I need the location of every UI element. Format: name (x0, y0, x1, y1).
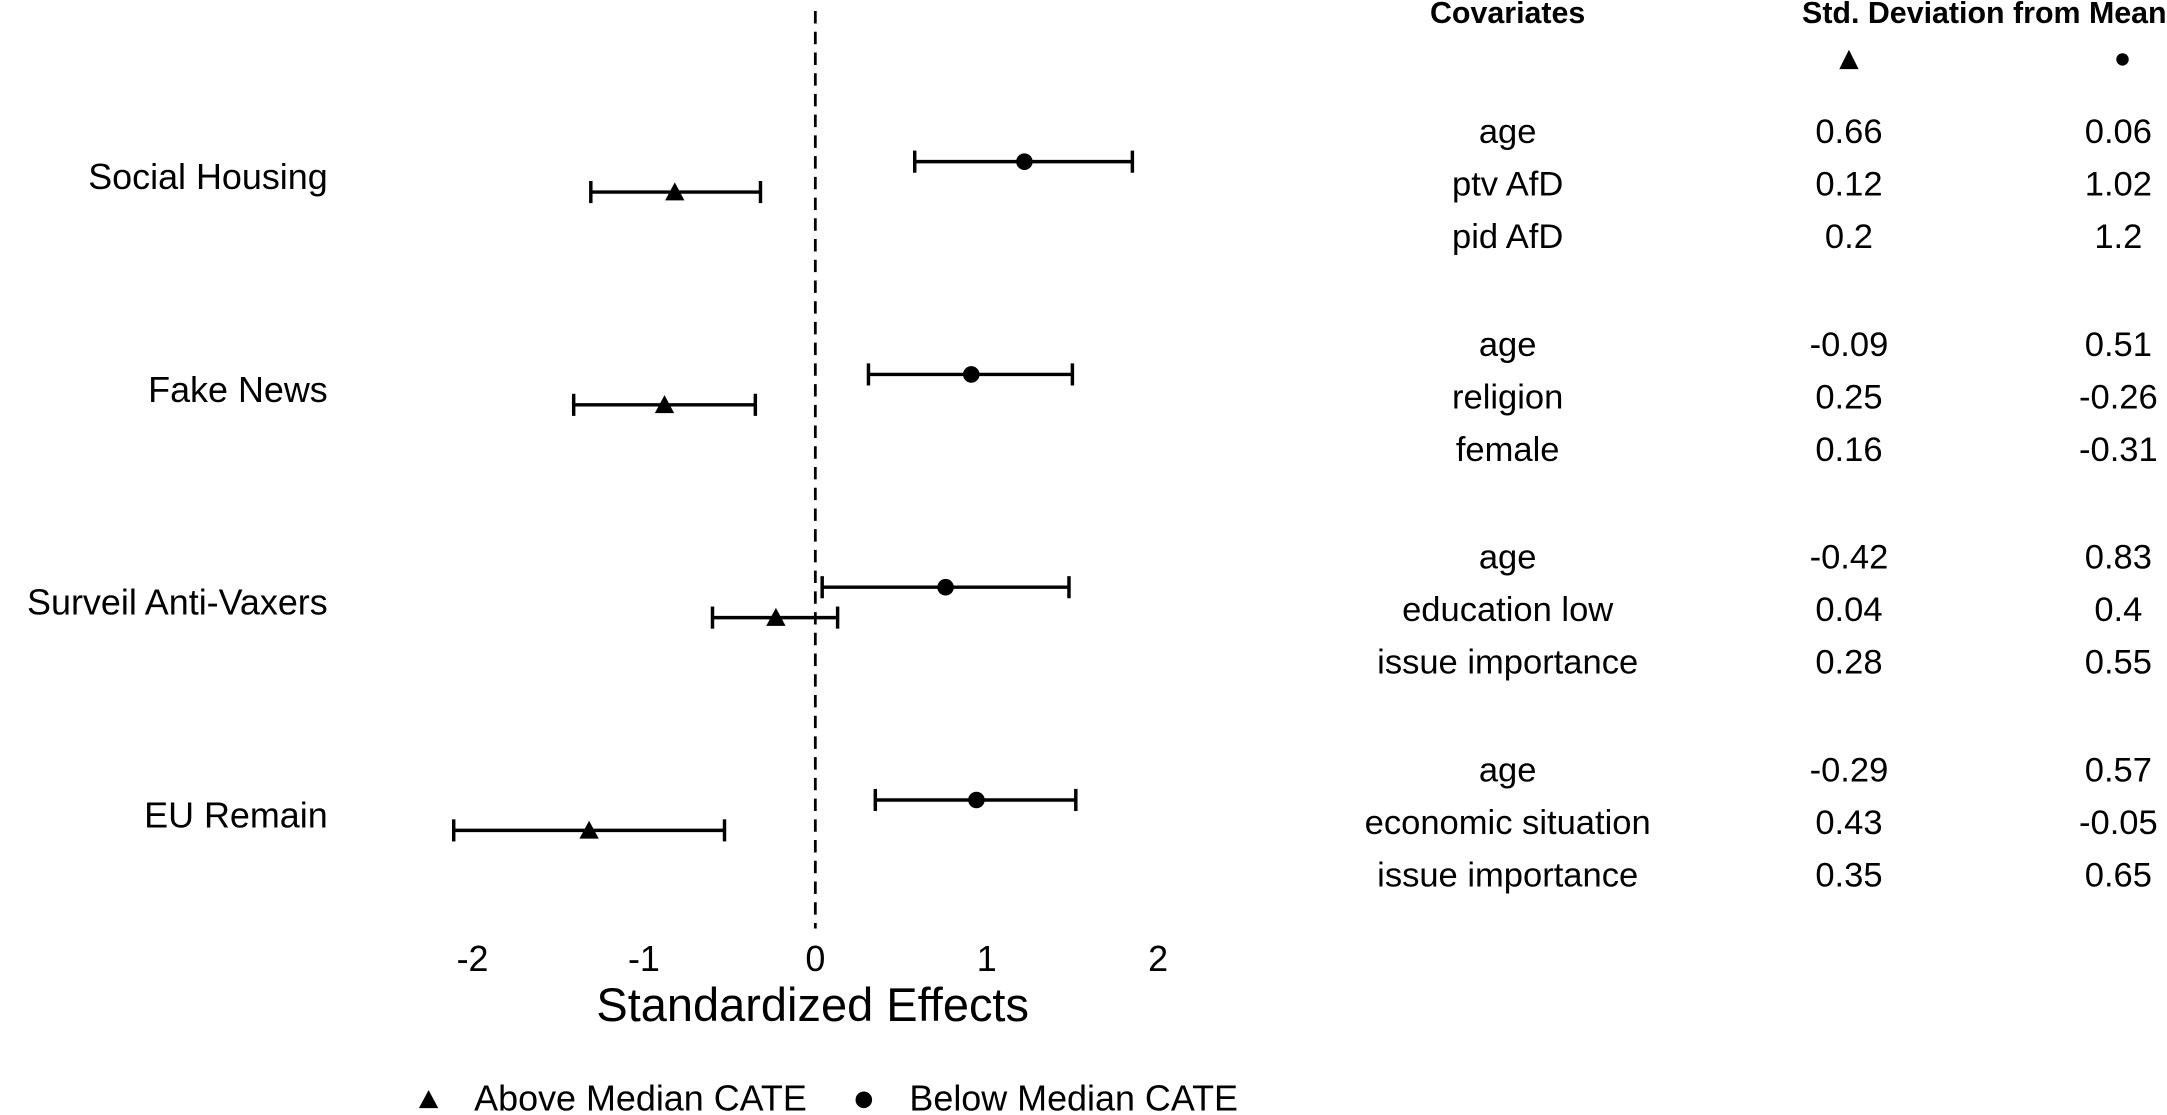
covariate-name: issue importance (1377, 644, 1638, 682)
table-value: 0.16 (1815, 431, 1882, 469)
point-triangle (579, 820, 599, 839)
table-value: 0.2 (1825, 218, 1873, 256)
point-triangle (654, 395, 675, 414)
table-value: -0.42 (1810, 539, 1889, 577)
covariate-name: education low (1402, 591, 1614, 629)
x-tick-label: -1 (628, 938, 660, 979)
table-value: -0.09 (1810, 326, 1889, 364)
table-value: 0.28 (1815, 644, 1882, 682)
point-triangle (418, 1090, 439, 1109)
table-value: 0.66 (1815, 113, 1882, 151)
table-value: -0.31 (2079, 431, 2158, 469)
table-header: Std. Deviation from Mean (1802, 0, 2167, 30)
x-tick-label: 0 (805, 938, 825, 979)
table-value: 0.12 (1815, 166, 1882, 204)
covariate-name: age (1479, 539, 1537, 577)
covariate-name: pid AfD (1452, 218, 1563, 256)
table-value: 0.65 (2085, 856, 2152, 894)
table-value: 0.83 (2085, 539, 2152, 577)
point-circle (937, 578, 954, 596)
category-label: Fake News (148, 369, 328, 410)
point-circle (1016, 153, 1033, 170)
point-triangle (665, 182, 685, 201)
table-value: -0.29 (1810, 751, 1889, 789)
column-symbol-triangle (1839, 49, 1859, 70)
x-axis-title: Standardized Effects (596, 978, 1029, 1031)
point-triangle (766, 607, 786, 626)
table-header: Covariates (1430, 0, 1585, 30)
table-value: 0.35 (1815, 856, 1882, 894)
covariate-name: religion (1452, 378, 1563, 416)
table-value: 0.43 (1815, 804, 1882, 842)
point-circle (962, 366, 980, 383)
covariate-name: female (1456, 431, 1560, 469)
legend-label: Above Median CATE (474, 1078, 807, 1115)
x-tick-label: -2 (457, 938, 489, 979)
category-label: Surveil Anti-Vaxers (27, 582, 328, 623)
table-value: 0.55 (2085, 644, 2152, 682)
covariate-name: issue importance (1377, 856, 1638, 894)
table-value: -0.05 (2079, 804, 2158, 842)
table-value: 0.51 (2085, 326, 2152, 364)
point-circle (855, 1091, 873, 1109)
table-value: 0.06 (2085, 113, 2152, 151)
column-symbol-circle (2116, 53, 2129, 66)
table-value: -0.26 (2079, 378, 2158, 416)
covariate-name: age (1479, 326, 1537, 364)
table-value: 0.04 (1815, 591, 1882, 629)
category-label: EU Remain (144, 794, 328, 835)
table-value: 0.4 (2094, 591, 2142, 629)
legend-label: Below Median CATE (909, 1078, 1238, 1115)
x-tick-label: 2 (1148, 938, 1168, 979)
x-tick-label: 1 (977, 938, 997, 979)
table-value: 0.25 (1815, 378, 1882, 416)
covariate-name: economic situation (1365, 804, 1651, 842)
covariate-name: age (1479, 751, 1537, 789)
table-value: 0.57 (2085, 751, 2152, 789)
covariate-name: ptv AfD (1452, 166, 1563, 204)
point-circle (968, 791, 985, 809)
category-label: Social Housing (88, 156, 328, 197)
table-value: 1.2 (2094, 218, 2142, 256)
table-value: 1.02 (2085, 166, 2152, 204)
covariate-name: age (1479, 113, 1537, 151)
